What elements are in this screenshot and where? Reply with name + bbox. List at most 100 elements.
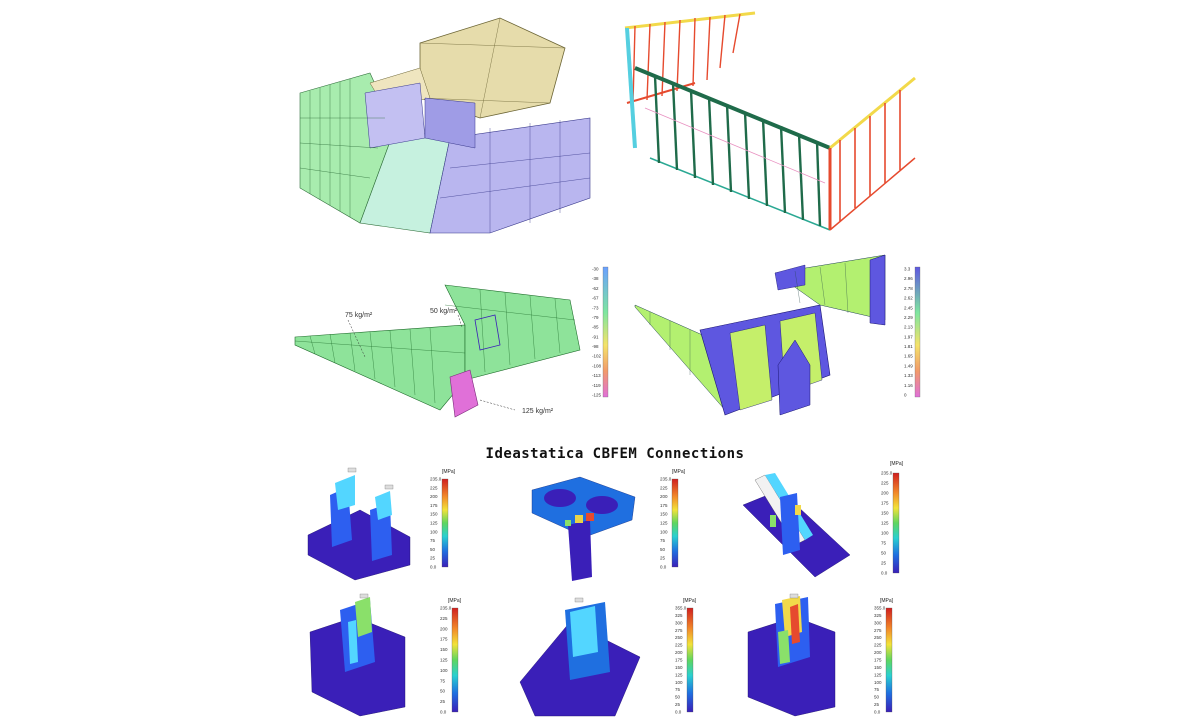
legend-tick-label: 175 — [881, 501, 889, 506]
legend-tick-label: -113 — [592, 373, 601, 378]
legend-tick-label: 50 — [675, 695, 681, 700]
legend-tick-label: 50 — [874, 695, 880, 700]
legend-tick-label: 2.96 — [904, 276, 913, 281]
legend-tick-label: 200 — [675, 650, 683, 655]
legend-tick-label: 150 — [430, 512, 438, 517]
legend-tick-label: 175 — [675, 658, 683, 663]
legend-tick-label: 200 — [430, 494, 438, 499]
legend-tick-label: 150 — [660, 512, 668, 517]
legend-tick-label: 0.0 — [660, 565, 667, 570]
legend-tick-label: 235.0 — [881, 471, 893, 476]
legend-tick-label: 175 — [440, 637, 448, 642]
legend-tick-label: 100 — [881, 531, 889, 536]
legend-tick-label: -119 — [592, 383, 601, 388]
legend-tick-label: 25 — [874, 702, 880, 707]
legend-tick-label: 0.0 — [874, 710, 881, 715]
legend-tick-label: 2.29 — [904, 315, 913, 320]
legend-tick-label: 235.0 — [440, 606, 452, 611]
legend-tick-label: 50 — [430, 547, 436, 552]
legend-tick-label: 225 — [675, 643, 683, 648]
legend-tick-label: 300 — [675, 620, 683, 625]
legend-tick-label: 300 — [874, 620, 882, 625]
legend-tick-label: 200 — [660, 494, 668, 499]
legend-tick-label: 125 — [430, 521, 438, 526]
legend-tick-label: 50 — [881, 551, 887, 556]
legend-tick-label: 150 — [881, 511, 889, 516]
legend-tick-label: 2.13 — [904, 325, 913, 330]
legend-tick-label: 2.45 — [904, 305, 913, 310]
legend-tick-label: 250 — [675, 635, 683, 640]
connection-legend-4: 235.0 225 200 175 150 125 100 75 50 25 0.0 — [440, 606, 452, 715]
legend-tick-label: 355.0 — [874, 606, 886, 611]
connection-panel-4: [MPa] 235.0 225 200 175 150 125 100 75 50 25 0.0 — [300, 592, 475, 718]
unit-label-1: [MPa] — [442, 469, 456, 475]
connection-legend-3: 235.0 225 200 175 150 125 100 75 50 25 0.0 — [881, 471, 893, 576]
connection-panel-1: [MPa] 235.0 225 200 175 150 125 100 75 50 25 0.0 — [300, 465, 470, 583]
legend-tick-label: 2.78 — [904, 286, 913, 291]
legend-tick-label: 225 — [430, 485, 438, 490]
legend-tick-label: 125 — [660, 521, 668, 526]
legend-mid-right: 3.3 2.96 2.78 2.62 2.45 2.29 2.13 1.97 1.81 1.65 1… — [904, 267, 913, 398]
load-label-75: 75 kg/m² — [345, 312, 373, 319]
legend-tick-label: -125 — [592, 393, 602, 398]
legend-tick-label: 235.0 — [430, 477, 442, 482]
legend-tick-label: 225 — [874, 643, 882, 648]
legend-tick-label: -30 — [592, 267, 599, 272]
legend-tick-label: 50 — [660, 547, 666, 552]
legend-tick-label: 0.0 — [675, 710, 682, 715]
legend-tick-label: 0 — [904, 393, 907, 398]
connection-panel-2: [MPa] 235.0 225 200 175 150 125 100 75 50 25 0.0 — [520, 465, 700, 583]
legend-tick-label: -102 — [592, 354, 602, 359]
building-3d-model — [290, 8, 610, 236]
legend-tick-label: 1.65 — [904, 354, 913, 359]
legend-tick-label: -67 — [592, 296, 599, 301]
legend-tick-label: -108 — [592, 363, 602, 368]
connection-legend-1: 235.0 225 200 175 150 125 100 75 50 25 0.0 — [430, 477, 442, 570]
legend-tick-label: 275 — [874, 628, 882, 633]
legend-tick-label: -73 — [592, 305, 599, 310]
legend-tick-label: 1.81 — [904, 344, 913, 349]
legend-tick-label: -85 — [592, 325, 599, 330]
legend-tick-label: -98 — [592, 344, 599, 349]
legend-tick-label: 25 — [440, 699, 446, 704]
legend-tick-label: 75 — [440, 678, 446, 683]
legend-tick-label: 3.3 — [904, 267, 911, 272]
legend-tick-label: 0.0 — [440, 710, 447, 715]
legend-tick-label: 225 — [881, 481, 889, 486]
legend-tick-label: 100 — [675, 680, 683, 685]
load-label-125: 125 kg/m² — [522, 408, 554, 415]
legend-tick-label: 175 — [874, 658, 882, 663]
unit-label-3: [MPa] — [890, 461, 904, 467]
legend-tick-label: 50 — [440, 689, 446, 694]
legend-tick-label: 75 — [660, 538, 666, 543]
legend-mid-left: -30 -38 -62 -67 -73 -79 -85 -91 -98 -102 -108 -113 -… — [592, 267, 602, 398]
legend-tick-label: 325 — [675, 613, 683, 618]
legend-tick-label: 2.62 — [904, 296, 913, 301]
legend-tick-label: 175 — [660, 503, 668, 508]
connection-legend-5: 355.0 325 300 275 250 225 200 175 150 125 100 75 50 2… — [675, 606, 687, 715]
legend-tick-label: 25 — [675, 702, 681, 707]
legend-tick-label: 1.97 — [904, 334, 913, 339]
connection-legend-2: 235.0 225 200 175 150 125 100 75 50 25 0.0 — [660, 477, 672, 570]
legend-tick-label: 125 — [440, 658, 448, 663]
legend-tick-label: 1.49 — [904, 363, 913, 368]
legend-tick-label: 25 — [881, 561, 887, 566]
legend-tick-label: 125 — [881, 521, 889, 526]
legend-tick-label: 200 — [874, 650, 882, 655]
legend-tick-label: 175 — [430, 503, 438, 508]
legend-tick-label: 200 — [881, 491, 889, 496]
legend-tick-label: 100 — [440, 668, 448, 673]
legend-tick-label: -79 — [592, 315, 599, 320]
legend-tick-label: 225 — [440, 616, 448, 621]
legend-tick-label: 1.33 — [904, 373, 913, 378]
legend-tick-label: 250 — [874, 635, 882, 640]
connection-panel-3: [MPa] 235.0 225 200 175 150 125 100 75 50 25 0.0 — [735, 455, 920, 583]
legend-tick-label: 1.16 — [904, 383, 913, 388]
legend-tick-label: 235.0 — [660, 477, 672, 482]
deflection-model: 3.3 2.96 2.78 2.62 2.45 2.29 2.13 1.97 1.81 1.65 1… — [630, 245, 925, 430]
legend-tick-label: 125 — [675, 672, 683, 677]
unit-label-2: [MPa] — [672, 469, 686, 475]
legend-tick-label: 75 — [675, 687, 681, 692]
legend-tick-label: 125 — [874, 672, 882, 677]
legend-tick-label: 150 — [440, 647, 448, 652]
